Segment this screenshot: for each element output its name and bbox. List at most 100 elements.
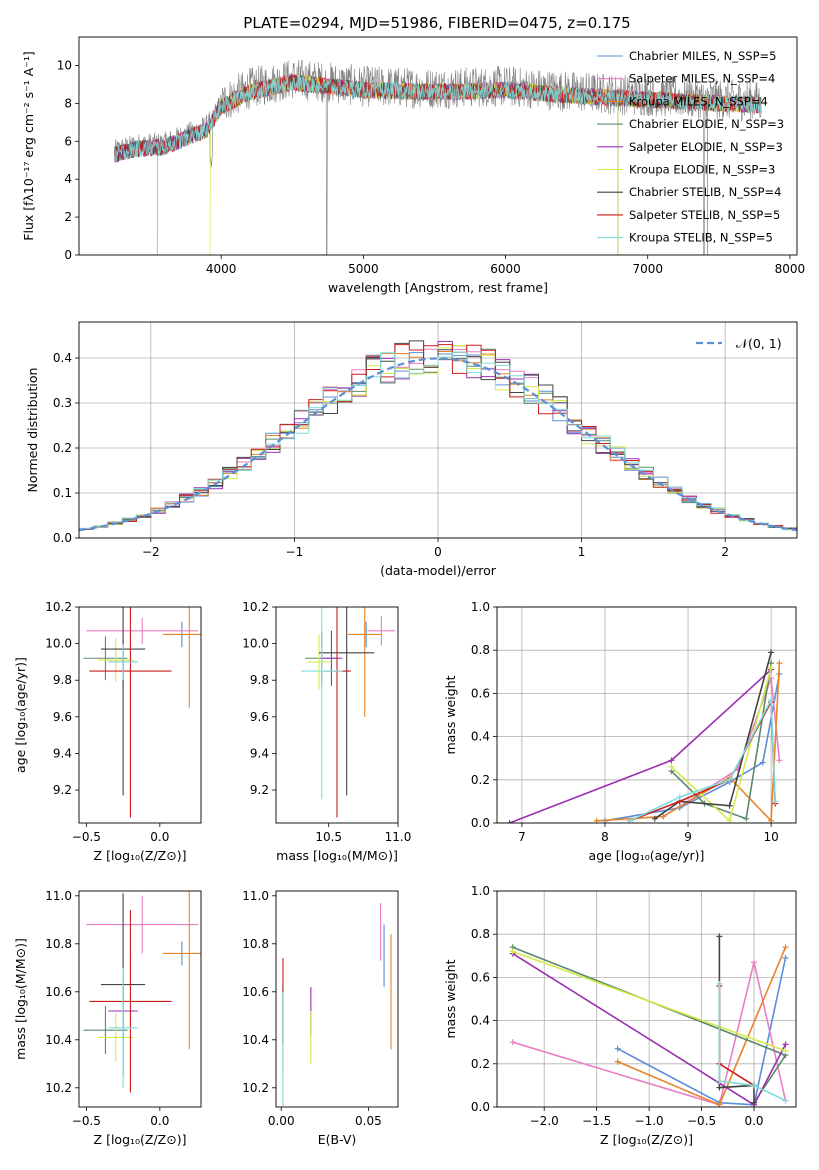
y-axis-label: mass weight [443,959,458,1038]
y-axis-label: Flux [fλ10⁻¹⁷ erg cm⁻² s⁻¹ A⁻¹] [21,51,36,240]
y-tick-label: 0.2 [471,773,490,787]
panel-weight-vs-age: 7 8 9 10 0.0 0.2 0.4 0.6 0.8 1.0 age [log₁₀(age/yr… [443,600,797,863]
y-tick-label: 0.0 [471,816,490,830]
panel-residuals: −2 −1 0 1 2 0.0 0.1 0.2 0.3 0.4 (data-model)/error… [25,321,798,578]
x-axis-label: Z [log₁₀(Z/Z⊙)] [94,1132,187,1147]
errorbar-point [367,616,396,646]
panel-mass-vs-ebv: 0.00 0.05 10.2 10.4 10.6 10.8 11.0 E(B-V) [242,889,399,1147]
y-axis-label: Normed distribution [25,368,40,493]
x-axis-label: Z [log₁₀(Z/Z⊙)] [94,848,187,863]
y-tick-label: 0.8 [471,927,490,941]
errorbar-point [320,630,343,686]
x-axis-label: mass [log₁₀(M/M⊙)] [276,848,398,863]
y-tick-label: 0.3 [53,396,72,410]
y-tick-label: 10.0 [45,637,72,651]
errorbar-point [162,891,201,1050]
y-tick-label: 10.8 [242,937,269,951]
x-tick-label: 0.05 [355,1114,382,1128]
model-spectrum-line [114,75,762,163]
plot-area-weight-vs-Z [509,933,789,1107]
x-tick-label: −0.5 [687,1114,716,1128]
x-tick-label: 10.5 [315,830,342,844]
y-axis-label: mass [log₁₀(M/M⊙)] [13,938,28,1060]
y-tick-label: 10.2 [45,600,72,614]
plot-area-age-vs-Z [83,607,201,818]
weight-series [601,670,783,823]
errorbar-point [98,1013,134,1062]
y-tick-label: 10.2 [242,1081,269,1095]
axes-frame [78,606,202,824]
y-tick-label: 10.4 [45,1033,72,1047]
y-tick-label: 1.0 [471,600,490,614]
y-tick-label: 10.8 [45,937,72,951]
errorbar-point [83,1006,128,1055]
weight-line [670,663,772,820]
y-tick-label: 9.2 [53,783,72,797]
x-tick-label: 6000 [490,262,521,276]
x-tick-label: 11.0 [385,830,412,844]
x-tick-label: 0.0 [744,1114,763,1128]
weight-series [668,660,775,822]
y-tick-label: 0.0 [471,1100,490,1114]
y-tick-label: 9.8 [250,673,269,687]
weight-series [614,944,789,1107]
axes-frame [275,606,399,824]
y-tick-label: 2 [64,210,72,224]
y-tick-label: 10.0 [242,637,269,651]
y-tick-label: 10.6 [242,985,269,999]
y-tick-label: 10.6 [45,985,72,999]
x-tick-label: 0.0 [150,1114,169,1128]
y-tick-label: 11.0 [45,889,72,903]
y-axis-label: age [log₁₀(age/yr)] [13,657,28,773]
x-tick-label: 9 [684,830,692,844]
y-tick-label: 9.2 [250,783,269,797]
x-axis-label: Z [log₁₀(Z/Z⊙)] [600,1132,693,1147]
axes-frame [275,890,399,1108]
y-tick-label: 9.6 [250,710,269,724]
errorbar-point [86,617,199,644]
y-tick-label: 0.4 [471,730,490,744]
axes-frame [496,890,797,1108]
x-tick-label: 10 [763,830,778,844]
y-tick-label: 0.8 [471,643,490,657]
errorbar-point [108,967,138,1088]
y-tick-label: 11.0 [242,889,269,903]
x-tick-label: −1 [286,545,304,559]
legend-label: Chabrier ELODIE, N_SSP=3 [629,117,784,131]
axes-frame [78,321,798,539]
weight-series [651,649,775,822]
y-tick-label: 9.6 [53,710,72,724]
plot-area-mass-vs-ebv [282,903,392,1107]
y-tick-label: 6 [64,134,72,148]
errorbar-point [98,638,134,683]
x-tick-label: −0.5 [72,1114,101,1128]
x-tick-label: 4000 [206,262,237,276]
spectrum-legend: Chabrier MILES, N_SSP=5 Salpeter MILES, N… [597,49,784,245]
weight-series [668,664,775,823]
legend-label: Chabrier MILES, N_SSP=5 [629,49,776,63]
y-tick-label: 0.6 [471,686,490,700]
plot-area-weight-vs-age [506,649,783,823]
observed-spectrum [114,60,762,255]
legend-label: Chabrier STELIB, N_SSP=4 [629,185,781,199]
legend-label: Kroupa STELIB, N_SSP=5 [629,231,773,245]
x-tick-label: 5000 [348,262,379,276]
x-tick-label: 7 [518,830,526,844]
x-axis-label: (data-model)/error [380,563,497,578]
y-tick-label: 0.2 [53,441,72,455]
panel-weight-vs-Z: −2.0 −1.5 −1.0 −0.5 0.0 0.0 0.2 0.4 0.6 0.8 1.0 Z [… [443,884,797,1147]
x-tick-label: −2 [142,545,160,559]
weight-line [512,950,786,1052]
y-tick-label: 0.6 [471,970,490,984]
legend-label: Salpeter STELIB, N_SSP=5 [629,208,780,222]
y-tick-label: 10.2 [242,600,269,614]
weight-series [509,948,789,1054]
x-tick-label: 1 [578,545,586,559]
x-tick-label: 7000 [632,262,663,276]
x-axis-label: age [log₁₀(age/yr)] [589,848,705,863]
axes-frame [496,606,797,824]
legend-label: Salpeter MILES, N_SSP=4 [629,72,775,86]
plot-area-age-vs-mass [300,607,396,818]
y-tick-label: 8 [64,96,72,110]
y-tick-label: 9.4 [53,746,72,760]
